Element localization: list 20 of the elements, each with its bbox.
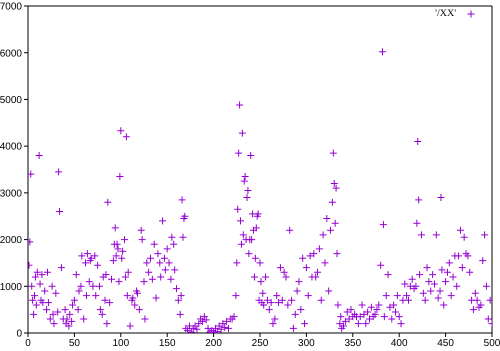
x-tick-label: 100: [112, 338, 130, 350]
legend-label: '/XX': [435, 8, 456, 19]
y-tick-label: 6000: [0, 48, 22, 60]
x-tick-label: 200: [205, 338, 222, 350]
x-tick-label: 150: [158, 338, 176, 350]
y-tick-label: 4000: [0, 142, 22, 153]
y-tick-label: 5000: [0, 94, 22, 106]
x-tick-label: 500: [484, 338, 500, 350]
x-tick-label: 450: [437, 338, 454, 350]
x-tick-label: 300: [298, 338, 316, 350]
y-tick-label: 7000: [0, 2, 22, 13]
y-tick-label: 2000: [0, 235, 22, 246]
x-tick-label: 400: [390, 338, 408, 350]
y-tick-label: 1000: [0, 282, 22, 293]
x-tick-label: 50: [68, 338, 80, 350]
x-tick-label: 250: [252, 338, 269, 350]
y-tick-label: 0: [16, 328, 22, 340]
y-tick-label: 3000: [0, 188, 22, 200]
x-tick-label: 350: [344, 338, 362, 350]
x-tick-label: 0: [25, 338, 32, 350]
